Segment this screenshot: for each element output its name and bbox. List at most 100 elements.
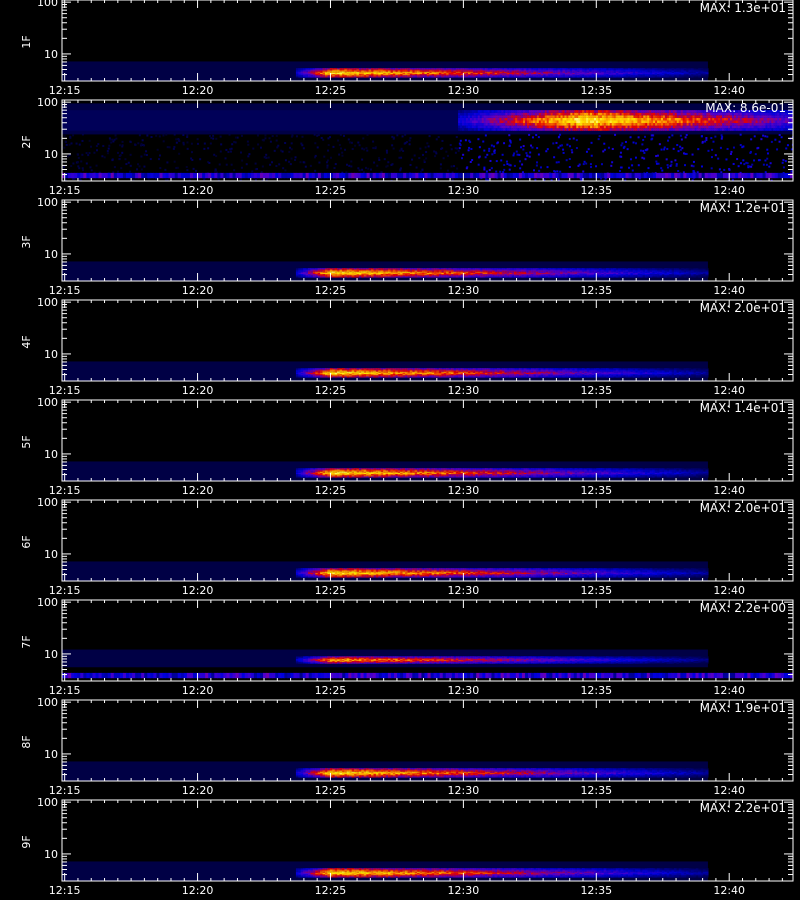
heatmap-cell <box>458 68 462 70</box>
heatmap-cell <box>597 110 601 113</box>
heatmap-cell <box>514 71 518 73</box>
heatmap-cell <box>484 275 488 277</box>
noise-pixel <box>307 178 310 181</box>
heatmap-cell <box>694 123 698 126</box>
heatmap-cell <box>771 120 774 124</box>
heatmap-cell <box>775 125 778 129</box>
heatmap-cell <box>692 125 696 129</box>
heatmap-cell <box>451 72 455 75</box>
heatmap-cell <box>397 71 401 73</box>
heatmap-cell <box>684 123 688 126</box>
heatmap-cell <box>540 269 544 271</box>
heatmap-cell <box>530 110 534 113</box>
heatmap-cell <box>623 125 627 129</box>
heatmap-cell <box>518 268 522 270</box>
heatmap-cell <box>509 115 512 118</box>
heatmap-cell <box>368 268 372 270</box>
heatmap-cell <box>574 76 578 78</box>
heatmap-cell <box>680 128 684 131</box>
low-band-cell <box>229 172 234 179</box>
noise-pixel <box>282 167 285 170</box>
heatmap-cell <box>674 75 678 77</box>
heatmap-cell <box>487 268 491 270</box>
heatmap-cell <box>630 74 634 76</box>
heatmap-cell <box>751 115 755 118</box>
heatmap-cell <box>615 123 619 126</box>
heatmap-cell <box>414 69 418 71</box>
noise-pixel <box>445 150 448 153</box>
low-band-cell <box>86 172 91 179</box>
heatmap-cell <box>363 70 367 72</box>
heatmap-cell <box>448 69 452 71</box>
heatmap-cell <box>664 71 668 73</box>
heatmap-cell <box>633 128 636 131</box>
heatmap-cell <box>787 115 790 118</box>
heatmap-cell <box>698 128 702 131</box>
heatmap-cell <box>491 112 495 116</box>
heatmap-cell <box>414 70 418 72</box>
noise-pixel <box>757 159 760 162</box>
heatmap-cell <box>329 275 333 277</box>
heatmap-cell <box>349 272 353 275</box>
low-band-cell <box>601 172 605 179</box>
heatmap-cell <box>733 115 737 118</box>
heatmap-cell <box>619 125 623 129</box>
heatmap-cell <box>751 110 755 113</box>
heatmap-cell <box>576 123 579 126</box>
noise-pixel <box>545 150 548 153</box>
heatmap-cell <box>414 74 418 76</box>
heatmap-cell <box>462 128 465 131</box>
heatmap-cell <box>308 276 312 278</box>
heatmap-cell <box>674 110 678 113</box>
heatmap-cell <box>623 74 627 76</box>
heatmap-cell <box>546 112 550 116</box>
heatmap-cell <box>647 71 651 73</box>
noise-pixel <box>69 136 72 139</box>
heatmap-cell <box>446 270 450 272</box>
noise-pixel <box>425 157 428 160</box>
heatmap-cell <box>465 115 469 118</box>
heatmap-cell <box>779 123 782 126</box>
noise-pixel <box>415 166 418 169</box>
heatmap-cell <box>708 110 711 113</box>
heatmap-cell <box>729 128 733 131</box>
heatmap-cell <box>735 125 739 129</box>
heatmap-cell <box>366 275 370 277</box>
heatmap-cell <box>426 272 430 275</box>
heatmap-cell <box>584 71 588 73</box>
heatmap-cell <box>702 123 705 126</box>
heatmap-cell <box>731 117 735 121</box>
heatmap-cell <box>491 125 495 129</box>
noise-pixel <box>178 139 181 142</box>
heatmap-cell <box>635 76 639 78</box>
heatmap-cell <box>519 123 522 126</box>
noise-pixel <box>781 161 784 164</box>
heatmap-cell <box>532 128 536 131</box>
heatmap-cell <box>499 74 503 76</box>
heatmap-cell <box>686 74 690 76</box>
heatmap-cell <box>695 70 699 72</box>
noise-pixel <box>496 141 499 144</box>
heatmap-cell <box>702 125 705 129</box>
heatmap-cell <box>388 69 392 71</box>
noise-pixel <box>182 134 185 137</box>
heatmap-cell <box>467 128 471 131</box>
heatmap-cell <box>654 76 658 78</box>
heatmap-cell <box>517 112 520 116</box>
heatmap-cell <box>532 120 536 124</box>
heatmap-cell <box>552 68 556 70</box>
heatmap-cell <box>489 76 493 78</box>
heatmap-cell <box>446 268 450 270</box>
noise-pixel <box>660 148 663 151</box>
heatmap-cell <box>542 125 546 129</box>
heatmap-cell <box>451 268 455 270</box>
low-band-cell <box>250 172 255 179</box>
heatmap-cell <box>504 75 508 77</box>
heatmap-cell <box>322 276 326 278</box>
heatmap-cell <box>586 68 590 70</box>
heatmap-cell <box>548 128 552 131</box>
heatmap-cell <box>664 117 668 121</box>
heatmap-cell <box>555 68 559 70</box>
heatmap-cell <box>714 115 717 118</box>
heatmap-cell <box>511 270 515 272</box>
